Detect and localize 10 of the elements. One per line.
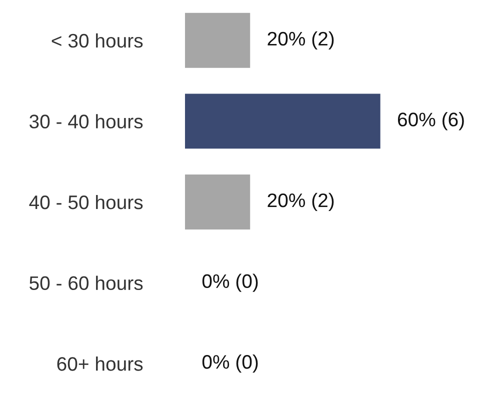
data-label: 0% (0) xyxy=(202,354,258,373)
y-tick-label: 30 - 40 hours xyxy=(30,114,143,128)
y-tick-label: < 30 hours xyxy=(52,33,143,48)
data-label: 20% (2) xyxy=(268,31,334,50)
data-label: 0% (0) xyxy=(202,274,258,292)
y-tick-label: 40 - 50 hours xyxy=(29,194,143,210)
data-label: 20% (2) xyxy=(268,192,334,212)
y-tick-label: 50 - 60 hours xyxy=(30,276,143,290)
data-label: 60% (6) xyxy=(398,112,464,130)
y-tick-label: 60+ hours xyxy=(57,356,143,371)
